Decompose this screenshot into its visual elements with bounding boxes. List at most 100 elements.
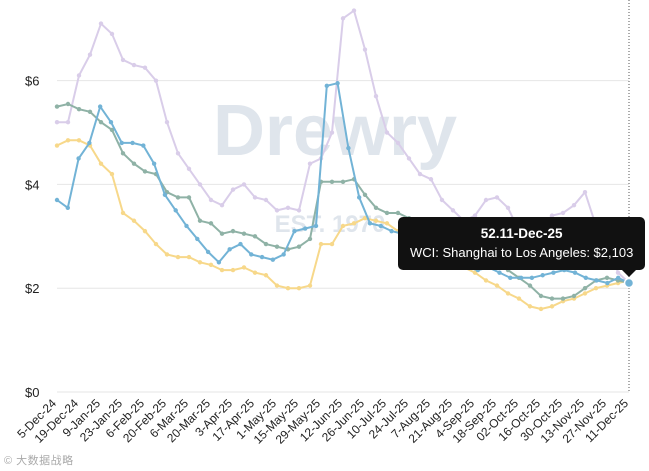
data-point-yellow (120, 210, 126, 216)
data-point-purple (230, 187, 236, 192)
data-point-teal (241, 231, 247, 236)
data-point-purple (296, 208, 302, 213)
data-point-blue (151, 161, 157, 166)
data-point-teal (76, 106, 82, 112)
data-point-yellow (505, 291, 511, 296)
data-point-purple (362, 47, 368, 52)
data-point-purple (263, 197, 269, 203)
data-point-yellow (274, 283, 280, 288)
data-point-yellow (131, 218, 137, 223)
data-point-blue (141, 143, 146, 148)
data-point-blue (313, 223, 319, 229)
data-point-purple (252, 195, 258, 200)
x-axis: 5-Dec-2419-Dec-249-Jan-2523-Jan-256-Feb-… (14, 396, 631, 447)
data-point-yellow (538, 306, 544, 312)
data-point-teal (197, 218, 203, 223)
data-point-blue (594, 278, 599, 283)
data-point-purple (241, 182, 247, 187)
data-point-teal (307, 236, 313, 242)
data-point-teal (274, 244, 280, 249)
data-point-yellow (164, 252, 170, 257)
data-point-blue (184, 223, 189, 229)
data-point-purple (186, 166, 192, 172)
data-point-yellow (153, 241, 159, 247)
data-point-purple (428, 177, 434, 182)
data-point-teal (131, 161, 137, 166)
data-point-purple (483, 197, 489, 203)
data-point-purple (505, 205, 511, 210)
data-point-yellow (219, 267, 225, 273)
y-tick-label: $0 (25, 385, 39, 400)
data-point-yellow (340, 223, 346, 229)
data-point-purple (582, 190, 588, 195)
data-point-purple (76, 73, 82, 78)
data-point-yellow (197, 260, 203, 265)
data-point-blue (551, 270, 556, 275)
data-point-purple (549, 213, 555, 218)
data-point-blue (108, 119, 114, 125)
y-tick-label: $6 (25, 74, 39, 89)
data-point-blue (324, 83, 330, 89)
data-point-teal (142, 169, 148, 174)
data-point-blue (54, 197, 60, 203)
data-point-blue (249, 252, 254, 257)
data-point-purple (329, 130, 335, 135)
data-point-purple (285, 205, 291, 210)
data-point-yellow (98, 161, 104, 166)
data-point-blue (216, 260, 222, 265)
y-grid (57, 0, 630, 393)
data-point-teal (395, 210, 401, 216)
data-point-purple (417, 171, 423, 177)
data-point-blue (303, 226, 308, 231)
data-point-yellow (351, 221, 357, 226)
data-point-teal (219, 231, 225, 236)
data-point-blue (130, 140, 135, 146)
data-point-teal (538, 293, 544, 299)
data-point-yellow (65, 138, 71, 143)
data-point-purple (351, 8, 357, 13)
data-point-yellow (54, 143, 60, 148)
data-point-teal (340, 179, 346, 185)
data-point-purple (384, 130, 390, 135)
y-tick-label: $4 (25, 177, 39, 192)
data-point-purple (340, 16, 346, 21)
data-point-yellow (307, 283, 313, 288)
data-point-blue (378, 223, 383, 229)
data-point-yellow (318, 241, 324, 247)
data-point-yellow (483, 278, 489, 283)
data-point-yellow (362, 215, 368, 221)
data-point-teal (230, 228, 236, 234)
data-point-blue (497, 270, 502, 275)
data-point-blue (367, 221, 373, 226)
data-point-blue (173, 208, 178, 213)
series-blue (54, 81, 635, 289)
data-point-yellow (296, 286, 302, 291)
data-point-teal (582, 286, 588, 291)
data-point-purple (109, 31, 115, 37)
data-point-yellow (494, 283, 500, 288)
data-point-purple (373, 94, 379, 99)
data-point-blue (572, 270, 578, 275)
data-point-yellow (384, 221, 390, 226)
data-point-blue (270, 257, 276, 262)
data-point-purple (153, 78, 159, 83)
data-point-teal (384, 210, 390, 216)
data-point-yellow (582, 291, 588, 296)
data-point-yellow (175, 254, 181, 260)
data-point-blue (518, 275, 524, 281)
data-point-teal (560, 296, 566, 301)
data-point-blue (259, 254, 265, 260)
data-point-teal (120, 151, 126, 156)
data-point-yellow (109, 171, 115, 177)
data-point-teal (263, 241, 269, 247)
data-point-yellow (263, 273, 269, 278)
data-point-purple (87, 52, 93, 57)
tooltip-title: 52.11-Dec-25 (480, 226, 563, 242)
data-point-teal (98, 119, 104, 125)
data-point-purple (219, 202, 225, 208)
source-logo: © 大数据战略 (4, 455, 74, 467)
data-tooltip: 52.11-Dec-25 WCI: Shanghai to Los Angele… (398, 217, 646, 271)
data-point-blue (508, 275, 513, 281)
data-point-purple (450, 208, 456, 213)
